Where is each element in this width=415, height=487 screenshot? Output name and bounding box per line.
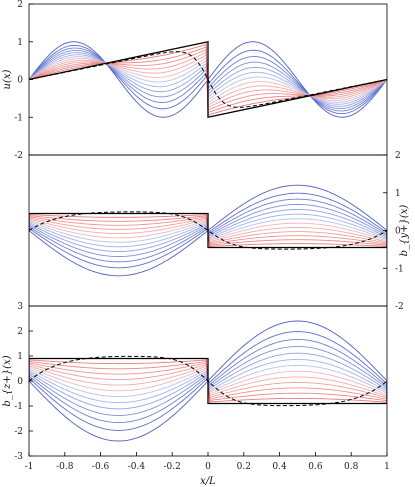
y-tick-label: -3 bbox=[14, 452, 23, 462]
y-tick-label: 0 bbox=[17, 377, 23, 387]
y-axis-label: b_{y+}(x) bbox=[399, 205, 410, 257]
curves bbox=[29, 40, 387, 119]
y-axis-label: b_{z+}(x) bbox=[2, 355, 13, 406]
y-tick-label: -1 bbox=[395, 264, 404, 274]
final-line bbox=[29, 212, 387, 249]
y-tick-label: -2 bbox=[14, 427, 23, 437]
y-tick-label: 3 bbox=[17, 302, 23, 312]
curves bbox=[29, 320, 387, 442]
x-tick-label: -0.8 bbox=[56, 462, 74, 472]
final-line bbox=[29, 40, 387, 119]
y-tick-label: 1 bbox=[17, 38, 23, 48]
y-tick-label: -2 bbox=[14, 151, 23, 161]
x-tick-label: 0.6 bbox=[308, 462, 323, 472]
panel-2: 2 1 0 -1 -2 b_{y+}(x) bbox=[28, 151, 410, 312]
x-tick-label: -0.6 bbox=[92, 462, 110, 472]
y-tick-label: -1 bbox=[14, 113, 23, 123]
x-tick-label: 0.2 bbox=[237, 462, 251, 472]
y-tick-label: 1 bbox=[395, 189, 401, 199]
panel-1: 2 1 0 -1 -2 u(x) bbox=[2, 0, 388, 161]
x-tick-label: 0 bbox=[205, 462, 211, 472]
x-tick-label: 0.4 bbox=[272, 462, 287, 472]
x-tick-label: 0.8 bbox=[344, 462, 359, 472]
y-tick-label: 1 bbox=[17, 352, 23, 362]
x-axis-label: x/L bbox=[200, 476, 216, 487]
y-tick-label: 0 bbox=[17, 76, 23, 86]
final-line bbox=[29, 357, 387, 405]
y-tick-label: 2 bbox=[395, 151, 401, 161]
y-axis-label: u(x) bbox=[2, 69, 13, 89]
y-tick-label: -1 bbox=[14, 402, 23, 412]
y-tick-label: 0 bbox=[395, 227, 401, 237]
curves bbox=[29, 184, 387, 277]
x-tick-label: -0.2 bbox=[164, 462, 181, 472]
y-tick-label: 2 bbox=[17, 327, 23, 337]
y-tick-label: 2 bbox=[17, 0, 23, 10]
y-tick-label: -2 bbox=[395, 302, 404, 312]
x-tick-label: -0.4 bbox=[128, 462, 146, 472]
x-tick-label: -1 bbox=[25, 462, 34, 472]
x-tick-label: 1 bbox=[384, 462, 390, 472]
